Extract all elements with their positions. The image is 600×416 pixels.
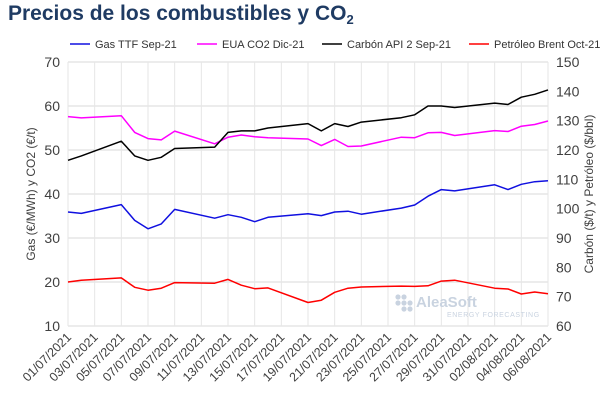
y-left-tick-label-6: 70: [44, 54, 60, 70]
chart-title: Precios de los combustibles y CO2: [8, 2, 354, 27]
y-axis-right-label: Carbón ($/t) y Petróleo ($/bbl): [582, 115, 596, 274]
series-lines: [67, 89, 549, 304]
y-right-tick-label-2: 80: [556, 259, 572, 275]
y-right-tick-label-1: 70: [556, 289, 572, 305]
y-right-tick-label-6: 120: [556, 142, 580, 158]
x-axis: 01/07/202103/07/202105/07/202107/07/2021…: [20, 330, 554, 384]
y-right-tick-label-5: 110: [556, 171, 579, 187]
logo-tagline: ENERGY FORECASTING: [447, 312, 540, 319]
legend: Gas TTF Sep-21 EUA CO2 Dic-21 Carbón API 2…: [70, 39, 600, 51]
y-right-tick-label-7: 130: [556, 113, 580, 129]
y-left-tick-label-2: 30: [44, 230, 60, 246]
legend-label-1: EUA CO2 Dic-21: [222, 39, 305, 51]
y-right-tick-label-8: 140: [556, 83, 580, 99]
series-line-0: [67, 180, 549, 230]
y-axis-left: 10 20 30 40 50 60 70: [44, 54, 60, 334]
legend-label-3: Petróleo Brent Oct-21: [494, 39, 600, 51]
legend-label-2: Carbón API 2 Sep-21: [347, 39, 451, 51]
y-right-tick-label-0: 60: [556, 318, 572, 334]
y-right-tick-label-4: 100: [556, 201, 580, 217]
series-line-1: [67, 114, 549, 148]
y-left-tick-label-3: 40: [44, 186, 60, 202]
y-axis-right: 60 70 80 90 100 110 120 130 140 150: [556, 54, 580, 334]
grid-lines: [67, 61, 549, 327]
logo-brand: AleaSoft: [416, 294, 477, 311]
y-right-tick-label-3: 90: [556, 230, 572, 246]
series-line-3: [67, 277, 549, 304]
y-right-tick-label-9: 150: [556, 54, 580, 70]
aleasoft-logo: AleaSoft ENERGY FORECASTING: [395, 294, 539, 319]
series-line-2: [67, 89, 549, 162]
chart-title-text: Precios de los combustibles y CO: [8, 2, 347, 25]
y-axis-left-label: Gas (€/MWh) y CO2 (€/t): [24, 127, 38, 260]
logo-mark-icon: [395, 294, 413, 312]
y-left-tick-label-1: 20: [44, 274, 60, 290]
chart-title-subscript: 2: [346, 12, 354, 27]
legend-label-0: Gas TTF Sep-21: [95, 39, 177, 51]
y-left-tick-label-4: 50: [44, 142, 60, 158]
y-left-tick-label-5: 60: [44, 98, 60, 114]
y-left-tick-label-0: 10: [44, 318, 60, 334]
